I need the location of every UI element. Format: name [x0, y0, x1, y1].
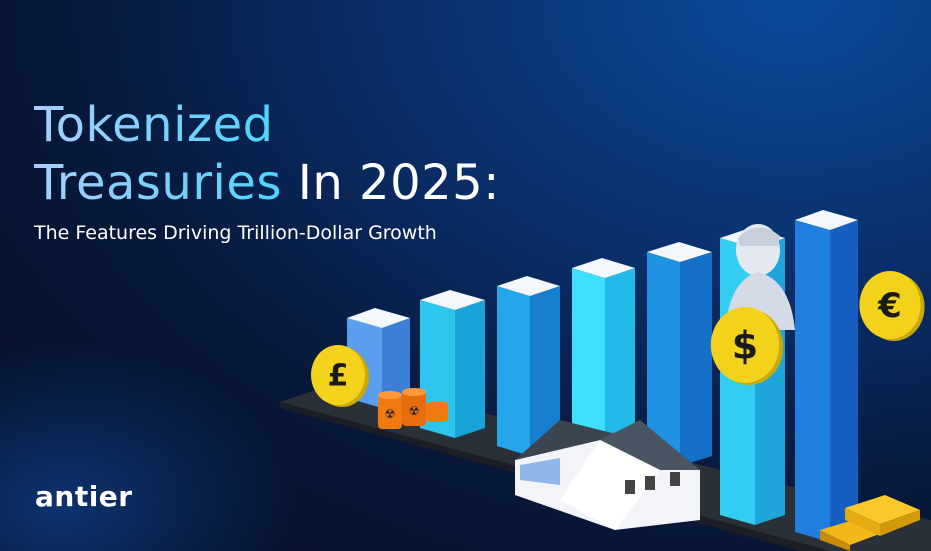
bar-7-side: [830, 220, 858, 542]
coin-symbol: €: [877, 286, 902, 326]
dollar-coin-icon: $: [710, 307, 784, 385]
logo-text: antier: [35, 480, 133, 513]
svg-text:☢: ☢: [385, 407, 396, 421]
antier-logo: antier: [35, 480, 133, 513]
bar-2-side: [455, 300, 485, 438]
bar-3-side: [530, 286, 560, 456]
title-rest: In 2025:: [281, 155, 500, 211]
page-title: Tokenized Treasuries In 2025:: [34, 96, 500, 212]
bar-2-top: [420, 290, 485, 310]
bar-7-top: [795, 210, 858, 230]
bar-4-front: [572, 268, 605, 440]
euro-coin-icon: €: [859, 271, 925, 341]
bar-1-side: [382, 318, 410, 408]
bar-3-top: [497, 276, 560, 296]
bar-5-side: [680, 252, 712, 466]
bar-3-front: [497, 286, 530, 456]
bar-4-side: [605, 268, 635, 440]
pound-coin-icon: £: [311, 345, 369, 407]
background-glow: [0, 340, 300, 551]
bar-5-front: [647, 252, 680, 466]
oil-barrels-icon: ☢ ☢: [378, 388, 448, 429]
title-highlight-1: Tokenized: [34, 97, 274, 153]
bar-4-top: [572, 258, 635, 278]
svg-text:☢: ☢: [409, 404, 420, 418]
coin-symbol: $: [732, 323, 758, 367]
bar-1-top: [347, 308, 410, 328]
subtitle: The Features Driving Trillion-Dollar Gro…: [34, 222, 437, 244]
title-highlight-2: Treasuries: [34, 155, 282, 211]
coin-symbol: £: [328, 359, 349, 394]
bar-7-front: [795, 220, 830, 542]
gold-bars-icon: [820, 495, 920, 551]
bar-5-top: [647, 242, 712, 262]
warehouse-icon: [515, 420, 700, 530]
